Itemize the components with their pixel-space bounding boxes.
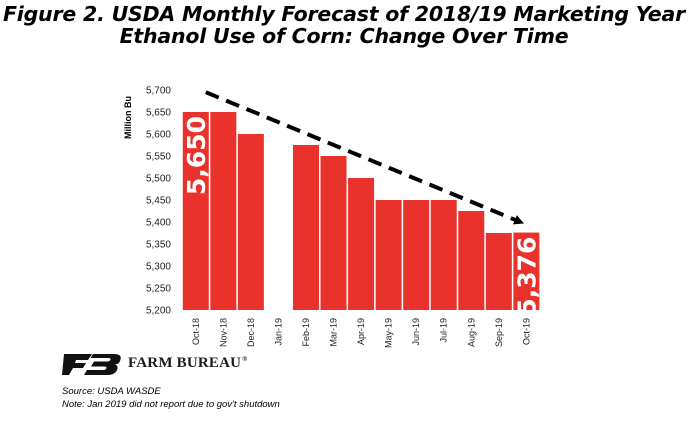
y-axis-label: Million Bu	[123, 96, 133, 139]
y-tick-label: 5,700	[146, 86, 171, 97]
bar-mar-19	[320, 156, 347, 310]
chart-title: Figure 2. USDA Monthly Forecast of 2018/…	[0, 3, 688, 47]
bar-dec-18	[237, 134, 264, 310]
y-tick-label: 5,200	[146, 306, 171, 317]
data-label-oct-18: 5,650	[182, 116, 211, 195]
x-tick-label: Jan-19	[273, 318, 283, 346]
bar-apr-19	[348, 178, 375, 310]
data-label-oct-19: 5,376	[512, 237, 541, 316]
registered-mark: ®	[242, 355, 248, 363]
chart-data-labels: 5,650 5,376	[182, 116, 542, 316]
chart-bars	[182, 112, 540, 310]
y-tick-label: 5,650	[146, 108, 171, 119]
trend-arrow-line	[205, 90, 525, 225]
x-tick-label: May-19	[384, 318, 394, 348]
bar-aug-19	[458, 211, 485, 310]
x-tick-label: Jul-19	[439, 318, 449, 343]
shutdown-note: Note: Jan 2019 did not report due to gov…	[62, 399, 280, 410]
farm-bureau-logo-icon	[62, 354, 121, 375]
y-tick-label: 5,550	[146, 152, 171, 163]
bar-may-19	[375, 200, 402, 310]
chart-title-line-2: Ethanol Use of Corn: Change Over Time	[119, 24, 569, 48]
bar-jul-19	[430, 200, 457, 310]
y-tick-label: 5,250	[146, 284, 171, 295]
bar-oct-18	[182, 112, 209, 310]
source-note: Source: USDA WASDE	[62, 386, 161, 397]
y-tick-label: 5,600	[146, 130, 171, 141]
bar-jun-19	[403, 200, 430, 310]
x-tick-label: Feb-19	[301, 318, 311, 347]
x-tick-label: Nov-18	[218, 318, 228, 347]
y-tick-label: 5,300	[146, 262, 171, 273]
x-tick-label: Oct-19	[521, 318, 531, 345]
x-tick-label: Mar-19	[329, 318, 339, 347]
x-tick-label: Apr-19	[356, 318, 366, 345]
chart-axes: Million Bu 5,200 5,250 5,300 5,350 5,400 5,450…	[123, 86, 531, 349]
bar-feb-19	[292, 145, 319, 310]
x-tick-label: Aug-19	[466, 318, 476, 347]
y-tick-label: 5,350	[146, 240, 171, 251]
bar-nov-18	[210, 112, 237, 310]
y-tick-label: 5,400	[146, 218, 171, 229]
trend-arrow	[205, 90, 525, 225]
x-tick-label: Oct-18	[191, 318, 201, 345]
brand-name: FARM BUREAU®	[128, 355, 248, 371]
y-tick-label: 5,450	[146, 196, 171, 207]
y-tick-label: 5,500	[146, 174, 171, 185]
x-tick-label: Sep-19	[494, 318, 504, 347]
x-tick-label: Jun-19	[411, 318, 421, 346]
x-tick-label: Dec-18	[246, 318, 256, 347]
chart-title-line-1: Figure 2. USDA Monthly Forecast of 2018/…	[2, 2, 686, 26]
bar-sep-19	[485, 233, 512, 310]
bar-oct-19	[513, 232, 540, 310]
